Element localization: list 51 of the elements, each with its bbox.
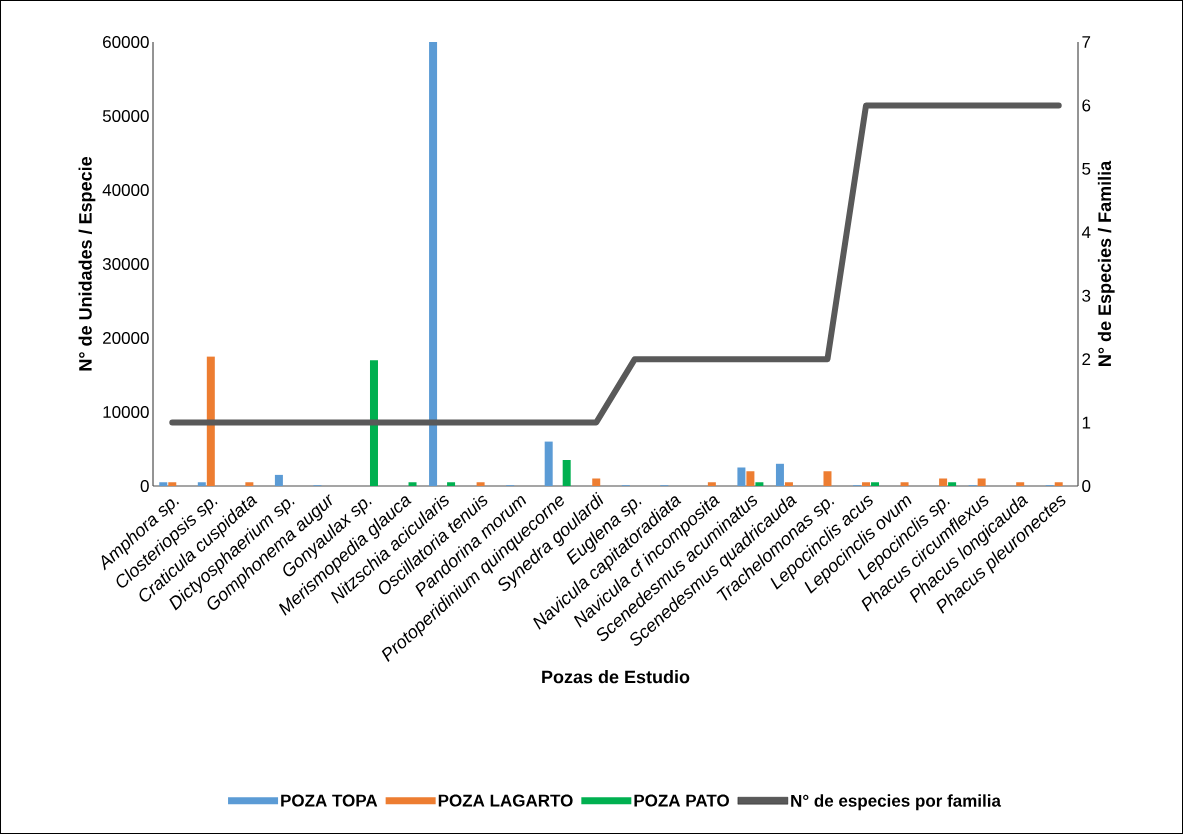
- bar: [544, 441, 553, 486]
- legend-label: POZA PATO: [634, 794, 729, 807]
- bar: [429, 42, 438, 486]
- x-axis-title: Pozas de Estudio: [542, 670, 690, 684]
- bar: [1054, 482, 1063, 486]
- bar: [862, 482, 871, 486]
- bar: [900, 482, 909, 486]
- bar: [746, 471, 755, 486]
- y2-tick-label: 0: [1082, 479, 1091, 493]
- bar: [707, 482, 716, 486]
- y2-tick-label: 5: [1082, 162, 1091, 175]
- bar: [823, 471, 832, 486]
- y2-tick-label: 7: [1082, 36, 1091, 48]
- y2-tick-label: 1: [1082, 416, 1091, 429]
- bar: [168, 482, 177, 486]
- y-tick-label: 20000: [103, 331, 149, 345]
- y-tick-label: 60000: [103, 35, 149, 49]
- y2-tick-label: 3: [1082, 289, 1091, 302]
- bar: [159, 482, 168, 486]
- bar: [737, 467, 746, 486]
- bar: [592, 478, 601, 486]
- legend-label: POZA TOPA: [281, 794, 378, 807]
- bar: [476, 482, 485, 486]
- y-tick-label: 0: [140, 479, 149, 493]
- y2-axis-title: N° de Especies / Familia: [1097, 160, 1115, 366]
- y-tick-label: 10000: [103, 405, 149, 419]
- bar: [977, 478, 986, 486]
- y-axis-title: N° de Unidades / Especie: [78, 156, 96, 371]
- legend-label: POZA LAGARTO: [438, 794, 573, 807]
- bar: [197, 482, 206, 486]
- bar: [755, 482, 764, 486]
- bar: [369, 360, 378, 486]
- bar: [562, 460, 571, 486]
- y-tick-label: 30000: [102, 257, 149, 271]
- bar: [447, 482, 456, 486]
- bar: [274, 474, 283, 486]
- y2-tick-label: 2: [1082, 353, 1091, 366]
- legend-label: N° de especies por familia: [791, 794, 1002, 811]
- y2-tick-label: 4: [1081, 226, 1091, 239]
- bar: [775, 463, 784, 486]
- bar: [948, 482, 957, 486]
- bar: [784, 482, 793, 486]
- bar: [408, 482, 417, 486]
- bar: [245, 482, 254, 486]
- y-tick-label: 40000: [102, 183, 149, 197]
- bar: [1016, 482, 1025, 486]
- bar: [939, 478, 948, 486]
- y-tick-label: 50000: [102, 109, 149, 123]
- bar: [871, 482, 880, 486]
- y2-tick-label: 6: [1082, 99, 1091, 112]
- bar: [206, 356, 215, 486]
